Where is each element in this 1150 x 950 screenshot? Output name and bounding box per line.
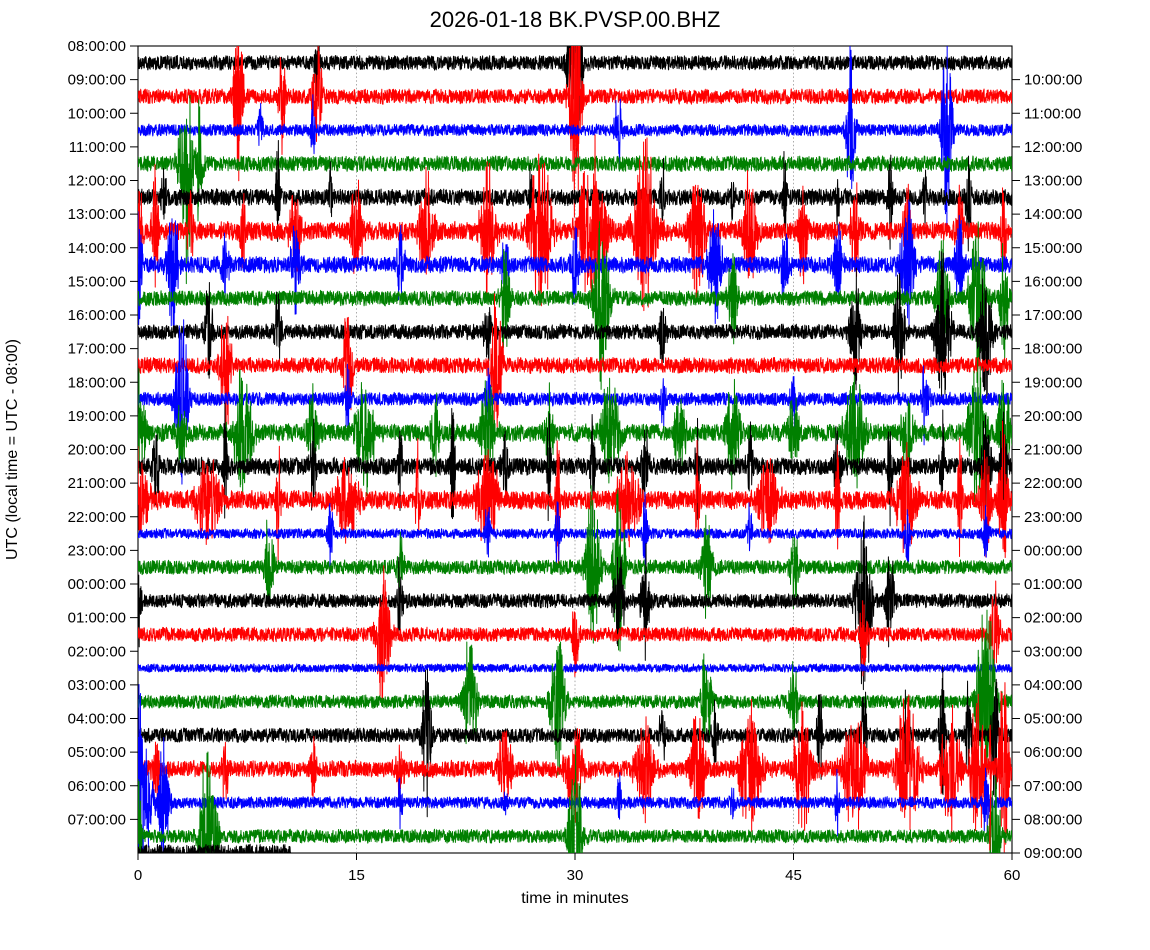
svg-text:10:00:00: 10:00:00: [68, 105, 126, 122]
svg-text:04:00:00: 04:00:00: [1024, 677, 1082, 694]
svg-text:03:00:00: 03:00:00: [1024, 643, 1082, 660]
svg-text:06:00:00: 06:00:00: [1024, 744, 1082, 761]
svg-text:19:00:00: 19:00:00: [1024, 374, 1082, 391]
svg-text:12:00:00: 12:00:00: [68, 173, 126, 190]
svg-text:06:00:00: 06:00:00: [68, 778, 126, 795]
svg-text:21:00:00: 21:00:00: [1024, 442, 1082, 459]
svg-text:2026-01-18 BK.PVSP.00.BHZ: 2026-01-18 BK.PVSP.00.BHZ: [430, 7, 721, 32]
svg-text:00:00:00: 00:00:00: [68, 576, 126, 593]
svg-text:02:00:00: 02:00:00: [1024, 610, 1082, 627]
svg-text:22:00:00: 22:00:00: [68, 509, 126, 526]
svg-text:20:00:00: 20:00:00: [1024, 408, 1082, 425]
svg-text:18:00:00: 18:00:00: [68, 374, 126, 391]
svg-text:11:00:00: 11:00:00: [69, 139, 126, 156]
svg-text:30: 30: [567, 867, 584, 884]
svg-text:23:00:00: 23:00:00: [68, 542, 126, 559]
svg-text:05:00:00: 05:00:00: [68, 744, 126, 761]
svg-text:05:00:00: 05:00:00: [1024, 711, 1082, 728]
svg-text:time in minutes: time in minutes: [521, 890, 629, 907]
svg-text:11:00:00: 11:00:00: [1024, 105, 1081, 122]
svg-text:45: 45: [785, 867, 802, 884]
svg-text:15:00:00: 15:00:00: [1024, 240, 1082, 257]
svg-text:21:00:00: 21:00:00: [68, 475, 126, 492]
svg-text:0: 0: [134, 867, 142, 884]
svg-text:15:00:00: 15:00:00: [68, 273, 126, 290]
svg-text:19:00:00: 19:00:00: [68, 408, 126, 425]
svg-text:01:00:00: 01:00:00: [68, 610, 126, 627]
svg-text:00:00:00: 00:00:00: [1024, 542, 1082, 559]
svg-text:04:00:00: 04:00:00: [68, 711, 126, 728]
svg-text:13:00:00: 13:00:00: [68, 206, 126, 223]
svg-text:23:00:00: 23:00:00: [1024, 509, 1082, 526]
svg-text:16:00:00: 16:00:00: [1024, 273, 1082, 290]
svg-text:16:00:00: 16:00:00: [68, 307, 126, 324]
svg-text:08:00:00: 08:00:00: [1024, 811, 1082, 828]
svg-text:60: 60: [1004, 867, 1021, 884]
svg-text:10:00:00: 10:00:00: [1024, 72, 1082, 89]
svg-text:UTC (local time = UTC - 08:00): UTC (local time = UTC - 08:00): [4, 339, 21, 560]
svg-text:14:00:00: 14:00:00: [1024, 206, 1082, 223]
svg-text:01:00:00: 01:00:00: [1024, 576, 1082, 593]
svg-text:20:00:00: 20:00:00: [68, 442, 126, 459]
svg-text:07:00:00: 07:00:00: [68, 811, 126, 828]
svg-text:22:00:00: 22:00:00: [1024, 475, 1082, 492]
svg-text:02:00:00: 02:00:00: [68, 643, 126, 660]
svg-text:17:00:00: 17:00:00: [1024, 307, 1082, 324]
svg-text:08:00:00: 08:00:00: [68, 38, 126, 55]
svg-text:13:00:00: 13:00:00: [1024, 173, 1082, 190]
svg-text:15: 15: [348, 867, 365, 884]
svg-text:18:00:00: 18:00:00: [1024, 341, 1082, 358]
svg-text:14:00:00: 14:00:00: [68, 240, 126, 257]
svg-text:07:00:00: 07:00:00: [1024, 778, 1082, 795]
svg-text:03:00:00: 03:00:00: [68, 677, 126, 694]
svg-text:17:00:00: 17:00:00: [68, 341, 126, 358]
svg-text:09:00:00: 09:00:00: [1024, 845, 1082, 862]
svg-text:12:00:00: 12:00:00: [1024, 139, 1082, 156]
svg-text:09:00:00: 09:00:00: [68, 72, 126, 89]
